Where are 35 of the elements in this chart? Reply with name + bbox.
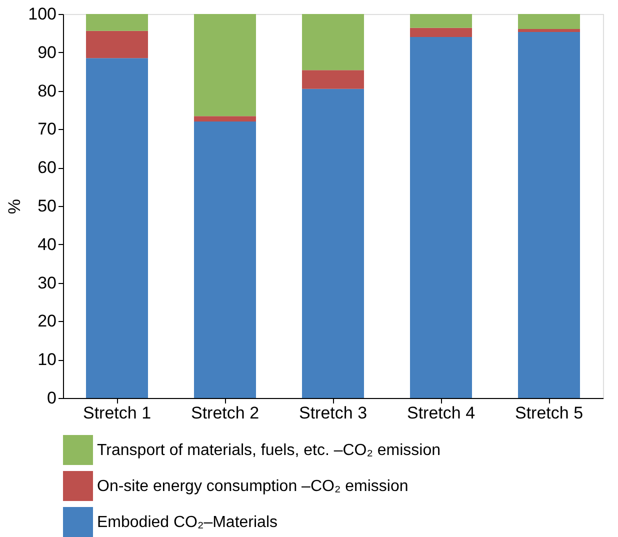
bar — [518, 28, 580, 32]
y-tick-label: 80 — [38, 81, 56, 100]
bar — [518, 32, 580, 398]
bar — [410, 28, 472, 38]
y-axis-title: % — [5, 198, 24, 214]
x-tick-label: Stretch 3 — [298, 404, 368, 422]
y-tick-label: 70 — [38, 120, 56, 139]
y-tick-label: 40 — [38, 234, 56, 254]
bar — [194, 116, 256, 122]
y-tick-label: 50 — [38, 196, 56, 216]
y-tick-label: 0 — [47, 388, 56, 408]
y-tick-label: 30 — [38, 273, 56, 292]
bar — [410, 14, 472, 28]
y-tick-label: 90 — [38, 42, 56, 62]
x-tick-label: Stretch 1 — [82, 404, 152, 422]
bar — [518, 14, 580, 29]
bar — [410, 37, 472, 398]
bar — [302, 88, 364, 398]
x-tick-label: Stretch 2 — [190, 404, 260, 422]
bar — [86, 14, 148, 31]
bar — [86, 30, 148, 58]
bar — [194, 14, 256, 116]
x-tick-label: Stretch 4 — [406, 404, 476, 422]
y-tick-label: 100 — [28, 4, 56, 24]
x-tick-label: Stretch 5 — [514, 404, 584, 422]
legend-label: Transport of materials, fuels, etc. –CO₂ emission — [97, 442, 441, 459]
bar — [302, 14, 364, 70]
legend-label: On-site energy consumption –CO₂ emission — [97, 478, 408, 495]
bar — [86, 58, 148, 398]
y-tick-label: 20 — [38, 312, 56, 331]
bar — [302, 70, 364, 89]
y-tick-label: 10 — [38, 350, 56, 370]
y-tick-label: 60 — [38, 158, 56, 178]
legend-label: Embodied CO₂–Materials — [97, 514, 278, 531]
bar — [194, 122, 256, 398]
